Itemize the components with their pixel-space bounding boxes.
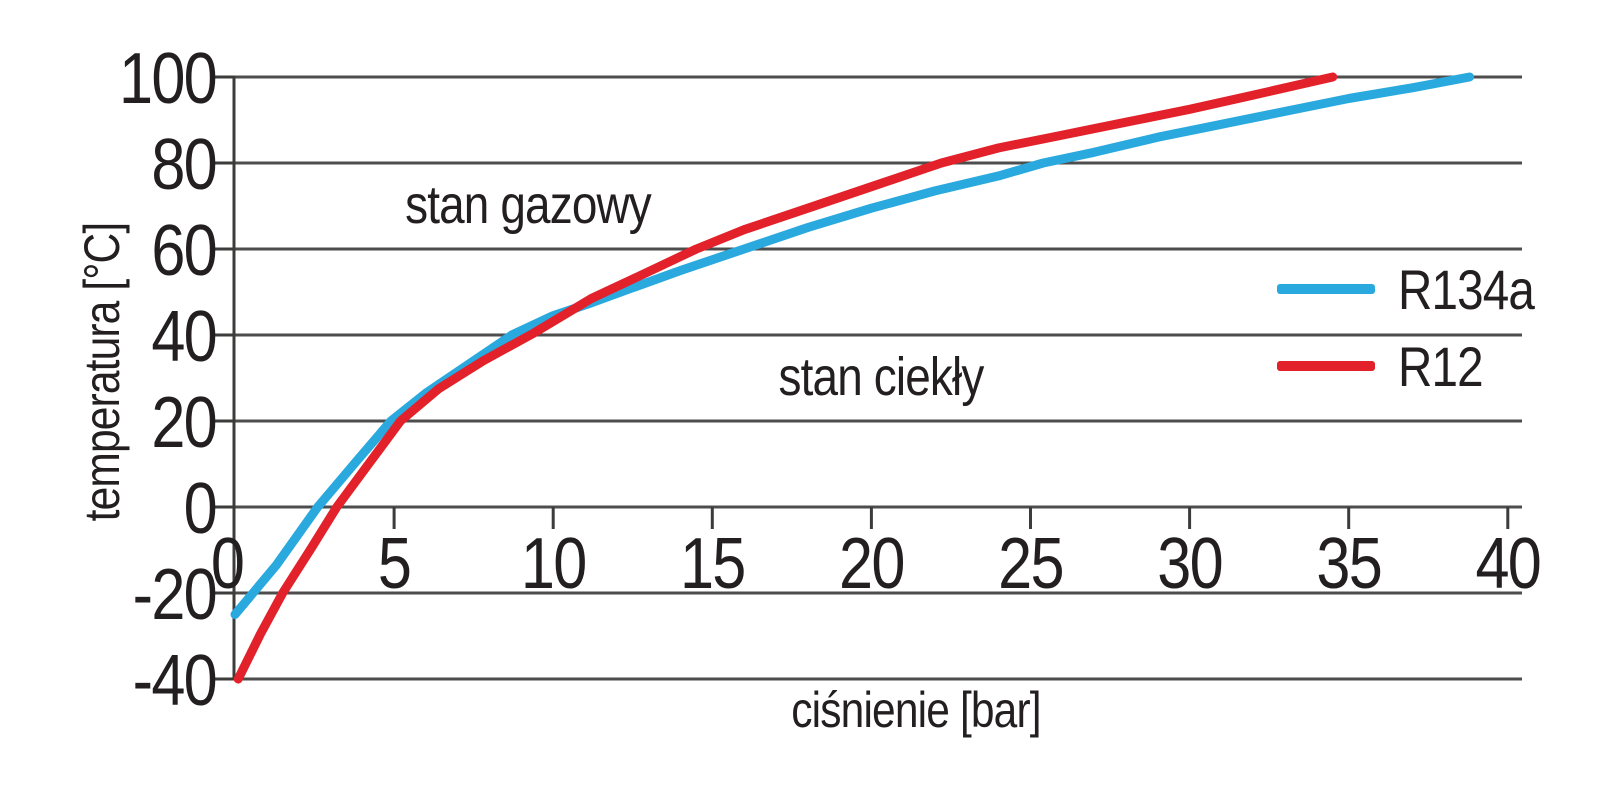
x-tick-label-25: 25 xyxy=(998,524,1063,604)
annotation-liquid-state: stan ciekły xyxy=(778,347,985,407)
legend-swatch-r12 xyxy=(1277,361,1375,371)
legend-entry-r134a: R134a xyxy=(1277,258,1558,321)
x-tick-label-40: 40 xyxy=(1475,524,1540,604)
series-layer xyxy=(230,72,1475,684)
x-tick-label-10: 10 xyxy=(521,524,586,604)
y-tick-label-20: 20 xyxy=(151,383,216,463)
legend-entry-r12: R12 xyxy=(1277,335,1498,398)
x-tick-label-35: 35 xyxy=(1316,524,1381,604)
y-tick-label-0: 0 xyxy=(184,469,216,549)
y-tick-label-100: 100 xyxy=(119,39,216,119)
y-tick-label-80: 80 xyxy=(151,125,216,205)
y-tick-label-40: 40 xyxy=(151,297,216,377)
x-tick-label-0: 0 xyxy=(211,524,243,604)
y-tick-label--40: -40 xyxy=(133,641,216,721)
x-axis-title: ciśnienie [bar] xyxy=(791,682,1041,738)
x-tick-label-15: 15 xyxy=(680,524,745,604)
series-line-r12 xyxy=(233,72,1338,684)
y-tick-label--20: -20 xyxy=(133,555,216,635)
axis-layer xyxy=(213,75,1510,681)
legend-label-r134a: R134a xyxy=(1398,257,1535,321)
grid-layer xyxy=(230,75,1522,681)
legend-label-r12: R12 xyxy=(1398,334,1484,398)
x-tick-label-30: 30 xyxy=(1157,524,1222,604)
y-axis-title: temperatura [°C] xyxy=(74,222,130,522)
annotation-gas-state: stan gazowy xyxy=(405,175,652,235)
x-tick-label-5: 5 xyxy=(378,524,410,604)
legend-swatch-r134a xyxy=(1277,284,1375,294)
x-tick-label-20: 20 xyxy=(839,524,904,604)
series-line-r134a xyxy=(230,72,1475,619)
y-tick-label-60: 60 xyxy=(151,211,216,291)
